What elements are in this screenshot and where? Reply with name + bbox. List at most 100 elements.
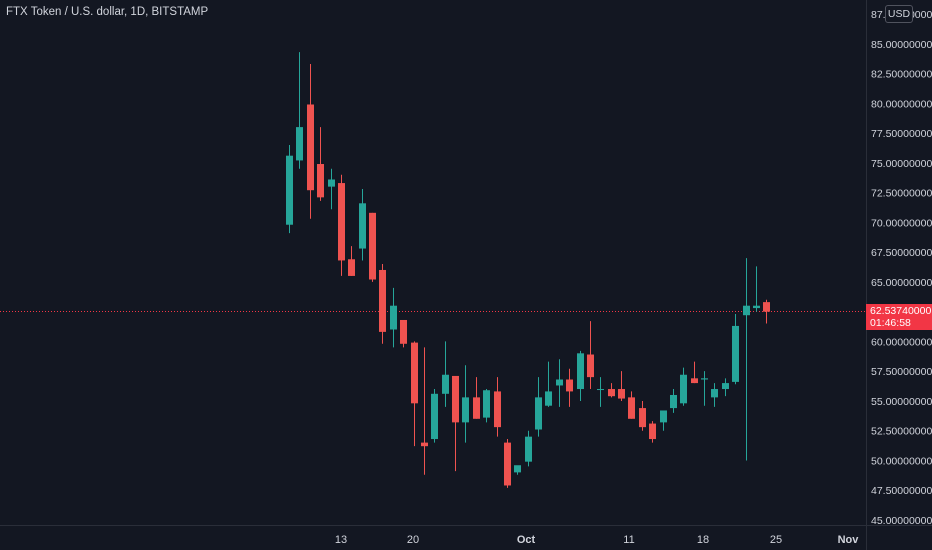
- candle: [359, 189, 366, 261]
- candle-body: [608, 389, 615, 397]
- candle-body: [317, 164, 324, 198]
- candle-body: [556, 379, 563, 386]
- candle: [628, 391, 635, 419]
- candle: [711, 383, 718, 407]
- candle: [722, 378, 729, 397]
- x-tick-label: 18: [697, 534, 709, 546]
- candle: [328, 168, 335, 210]
- candle: [296, 52, 303, 169]
- candle-body: [680, 374, 687, 404]
- time-axis[interactable]: 13 20 Oct 11 18 25 Nov: [335, 534, 859, 546]
- candle-body: [462, 397, 469, 423]
- candle: [545, 361, 552, 407]
- candle-body: [348, 259, 355, 276]
- candle-body: [390, 305, 397, 330]
- candle-body: [639, 408, 646, 428]
- candle-body: [660, 410, 667, 423]
- y-tick-label: 82.50000000: [871, 69, 932, 81]
- candle: [348, 246, 355, 276]
- candle: [452, 375, 459, 472]
- y-tick-label: 70.00000000: [871, 217, 932, 229]
- candle-body: [494, 391, 501, 428]
- y-tick-label: 52.50000000: [871, 426, 932, 438]
- candle-body: [525, 436, 532, 462]
- candle-body: [597, 389, 604, 391]
- last-price-tag: 62.53740000 01:46:58: [866, 304, 932, 330]
- candle: [390, 287, 397, 348]
- candle: [307, 64, 314, 219]
- candle-body: [701, 378, 708, 380]
- candle: [369, 212, 376, 282]
- y-tick-label: 65.00000000: [871, 277, 932, 289]
- candle-body: [514, 465, 521, 473]
- y-tick-label: 75.00000000: [871, 158, 932, 170]
- candle: [494, 377, 501, 437]
- candle-body: [711, 389, 718, 398]
- candle: [442, 341, 449, 407]
- x-tick-label: 20: [407, 534, 419, 546]
- candle: [525, 430, 532, 467]
- candle: [535, 377, 542, 437]
- candle: [670, 389, 677, 413]
- candle-body: [328, 179, 335, 187]
- candle: [691, 361, 698, 384]
- candle-body: [566, 379, 573, 392]
- x-tick-label: 25: [770, 534, 782, 546]
- candle-body: [587, 354, 594, 378]
- candle: [411, 341, 418, 447]
- candle-body: [649, 423, 656, 440]
- candle-body: [307, 104, 314, 191]
- y-tick-label: 60.00000000: [871, 336, 932, 348]
- candle-body: [504, 442, 511, 486]
- candle: [400, 319, 407, 348]
- candle-body: [535, 397, 542, 430]
- candle: [753, 266, 760, 312]
- candle: [514, 465, 521, 475]
- last-price-label: 62.53740000: [870, 305, 932, 317]
- candle: [680, 367, 687, 406]
- candle: [379, 264, 386, 344]
- candle: [660, 410, 667, 431]
- candle-body: [763, 302, 770, 312]
- candle: [743, 258, 750, 461]
- candle: [462, 365, 469, 443]
- candle: [431, 389, 438, 443]
- candle-body: [753, 305, 760, 309]
- x-tick-label: 13: [335, 534, 347, 546]
- candle-body: [369, 212, 376, 280]
- candle-body: [473, 397, 480, 419]
- candle: [556, 359, 563, 407]
- candle-body: [400, 319, 407, 344]
- candle: [732, 314, 739, 385]
- y-tick-label: 67.50000000: [871, 247, 932, 259]
- bar-countdown: 01:46:58: [870, 317, 911, 329]
- symbol-title[interactable]: FTX Token / U.S. dollar, 1D, BITSTAMP: [6, 6, 209, 18]
- candle-body: [545, 391, 552, 406]
- candle-body: [618, 389, 625, 399]
- candle: [338, 174, 345, 276]
- candle-body: [743, 305, 750, 316]
- candle-body: [296, 127, 303, 161]
- candle: [483, 389, 490, 423]
- currency-badge[interactable]: USD: [885, 5, 913, 23]
- y-tick-label: 72.50000000: [871, 188, 932, 200]
- y-tick-label: 85.00000000: [871, 39, 932, 51]
- candle: [566, 368, 573, 407]
- candle-body: [421, 442, 428, 447]
- candles-group: [286, 52, 770, 488]
- y-tick-label: 55.00000000: [871, 396, 932, 408]
- candle-body: [359, 203, 366, 249]
- price-axis[interactable]: 87.5000000085.0000000082.5000000080.0000…: [871, 9, 932, 527]
- candle-body: [411, 342, 418, 404]
- candle: [763, 299, 770, 324]
- y-tick-label: 50.00000000: [871, 455, 932, 467]
- x-tick-label: 11: [623, 534, 634, 546]
- candle: [587, 321, 594, 390]
- y-tick-label: 45.00000000: [871, 515, 932, 527]
- candle: [597, 377, 604, 407]
- candle-body: [286, 155, 293, 225]
- candle-body: [483, 390, 490, 418]
- candle: [317, 127, 324, 201]
